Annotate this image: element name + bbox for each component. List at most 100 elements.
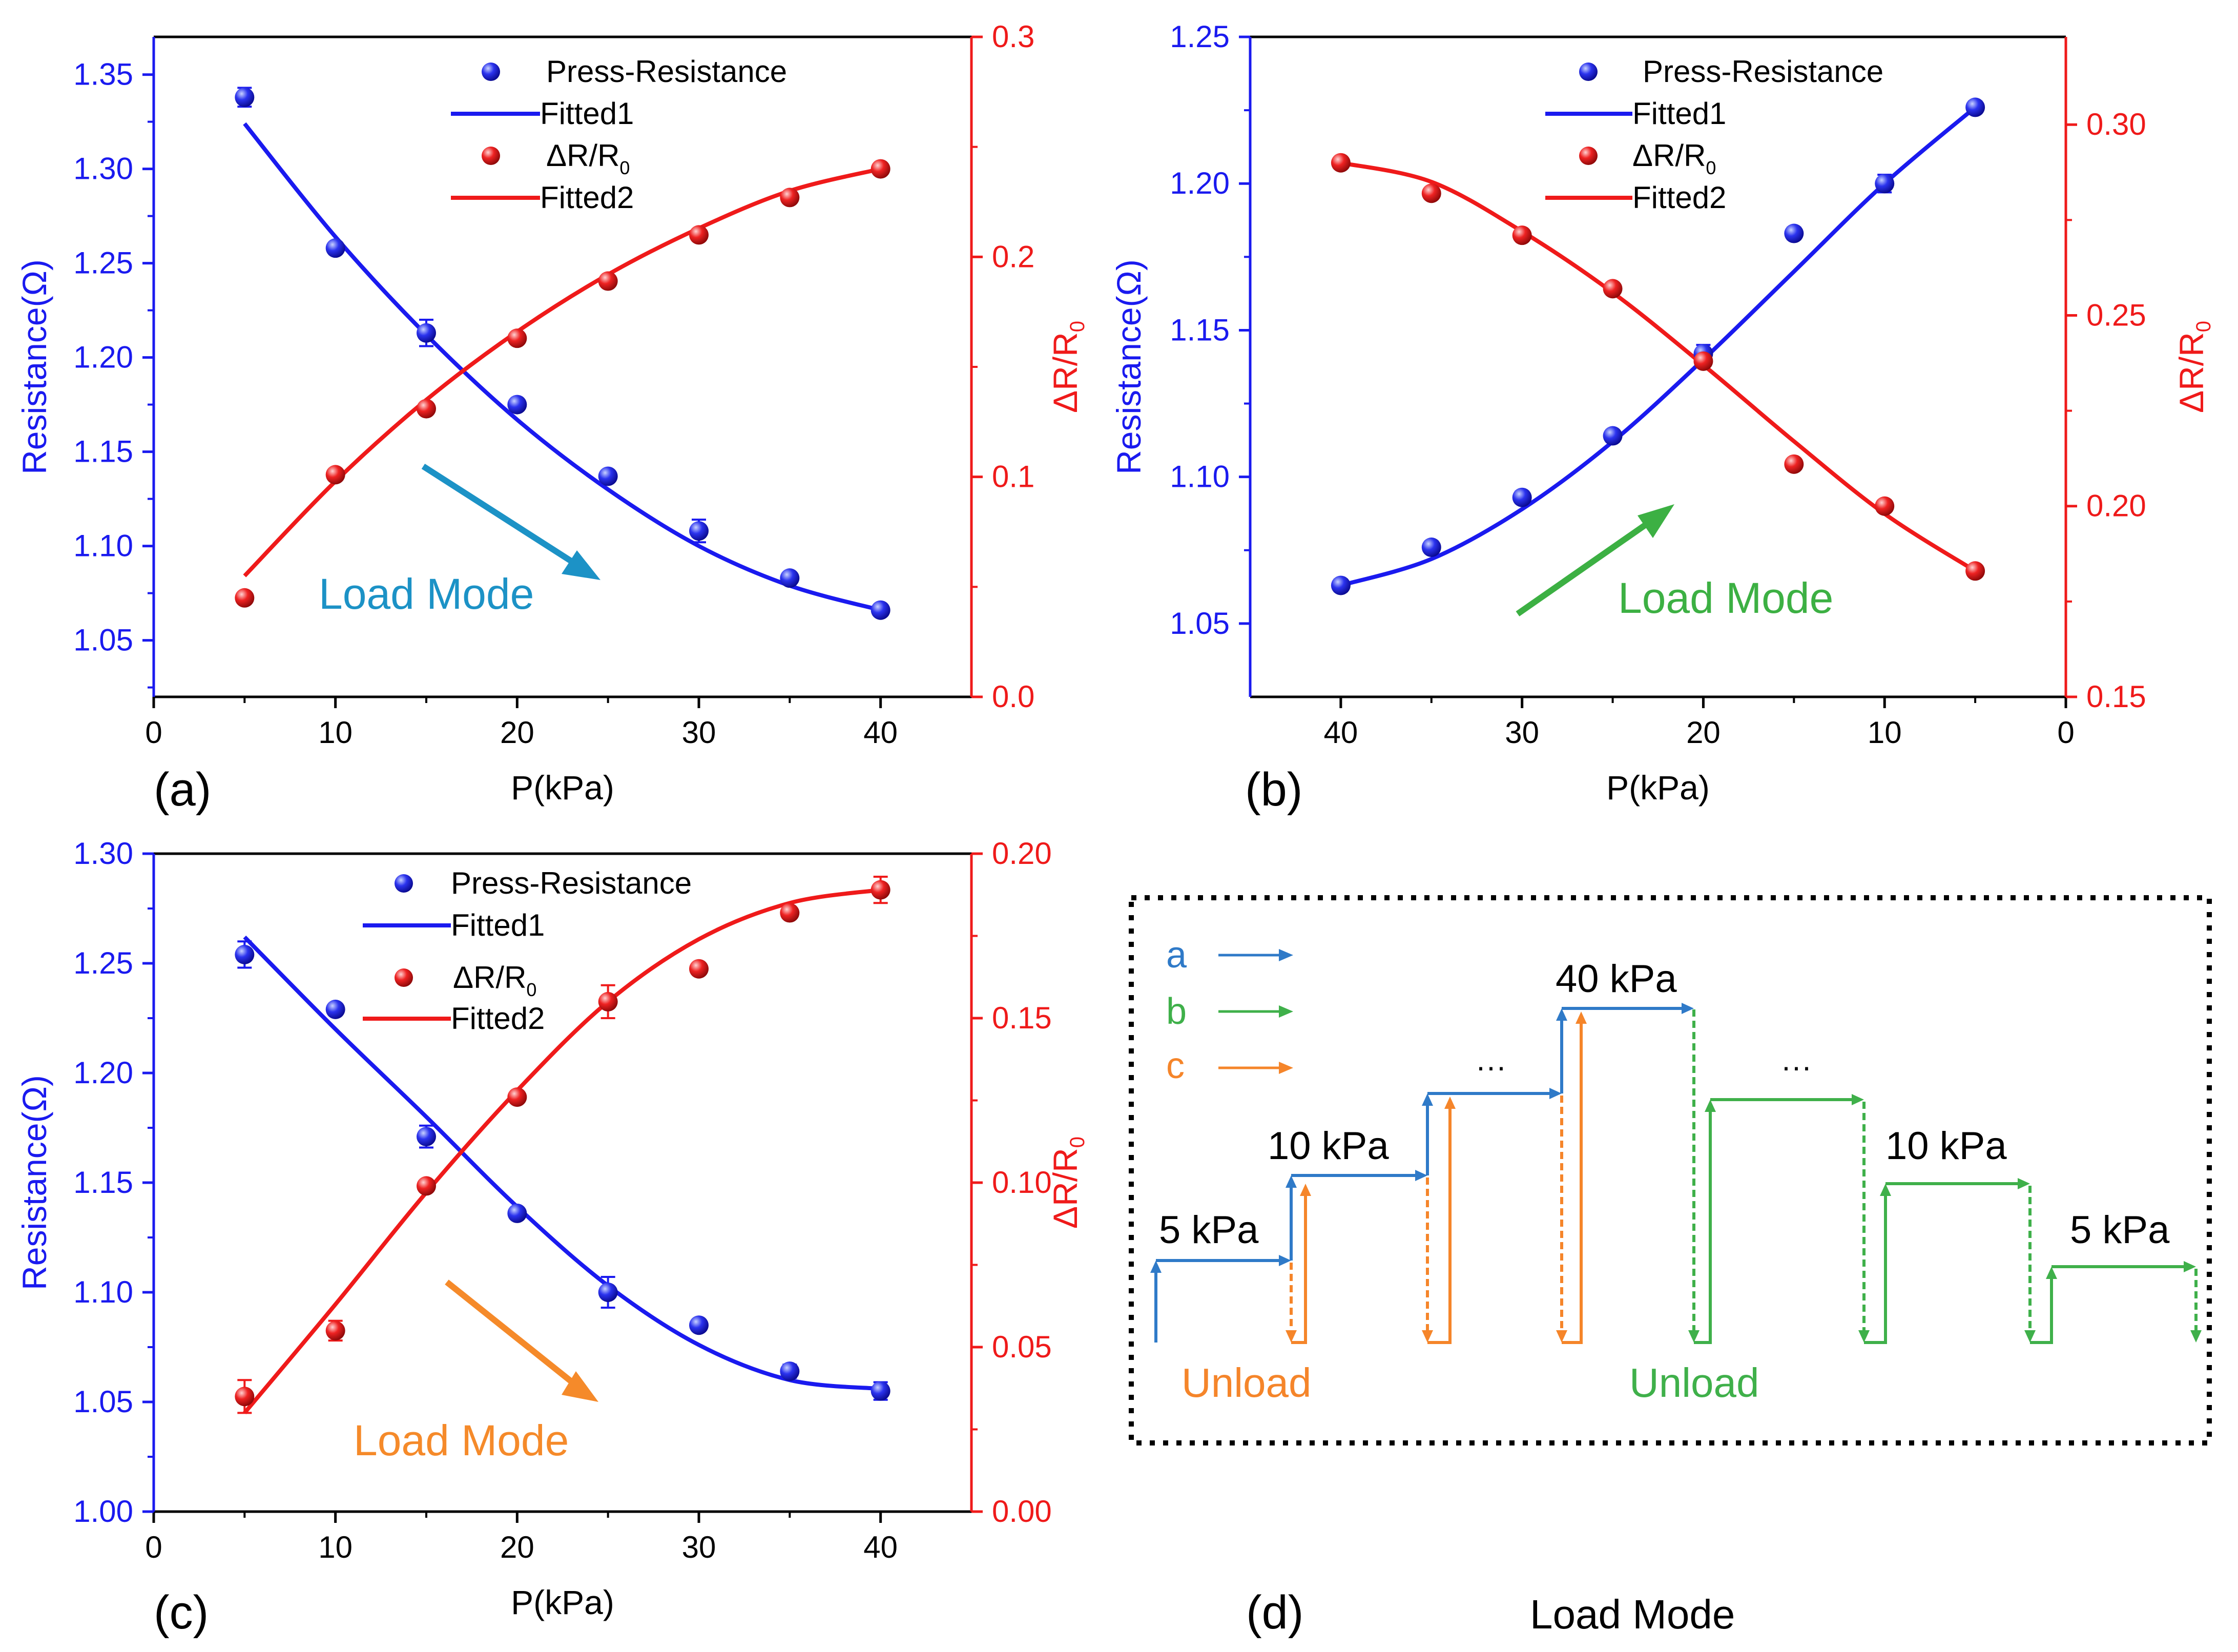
panel-a-label: (a) (154, 763, 211, 816)
x-tick-label: 0 (145, 1530, 162, 1564)
panel-d-frame (1129, 895, 2212, 1446)
right-y-tick-label: 0.1 (992, 460, 1034, 494)
delta-r-point (1603, 279, 1623, 299)
left-y-tick-label: 1.35 (73, 57, 133, 92)
right-y-axis-title-sub: 0 (1066, 1137, 1089, 1148)
label-10kpa-right: 10 kPa (1885, 1124, 2007, 1168)
x-tick-label: 10 (318, 715, 353, 750)
left-y-tick-label: 1.30 (73, 836, 133, 871)
right-y-tick-label: 0.20 (992, 836, 1052, 871)
fitted2-curve (243, 167, 881, 577)
x-tick-label: 10 (318, 1530, 353, 1564)
x-tick-label: 0 (145, 715, 162, 750)
panel-b-annotation: Load Mode (1516, 504, 1833, 622)
panel-d: a b c (1129, 895, 2212, 1639)
right-y-axis-title: ΔR/R0 (2172, 321, 2215, 413)
label-40kpa: 40 kPa (1556, 957, 1677, 1001)
label-5kpa-left: 5 kPa (1159, 1208, 1259, 1252)
press-resistance-point (871, 1381, 890, 1401)
unload-label-orange: Unload (1182, 1360, 1312, 1406)
load-mode-arrowhead (562, 1371, 598, 1402)
press-resistance-point (871, 600, 890, 620)
right-y-axis-title-main: ΔR/R (1046, 1148, 1084, 1229)
legend-dr-main: ΔR/R (453, 960, 526, 995)
delta-r-point (325, 1320, 345, 1340)
press-resistance-point (598, 466, 618, 486)
right-y-tick-label: 0.00 (992, 1494, 1052, 1529)
panel-a-annotation: Load Mode (319, 463, 600, 618)
left-y-tick-label: 1.05 (73, 1385, 133, 1419)
delta-r-point (1784, 454, 1804, 474)
staircase-b (1688, 1009, 2202, 1344)
press-resistance-point (235, 944, 255, 964)
x-tick-label: 40 (863, 715, 898, 750)
delta-r-point (1331, 153, 1351, 173)
panel-b-legend: Press-Resistance Fitted1 ΔR/R0 Fitted2 (1545, 54, 1883, 215)
right-y-axis-title: ΔR/R0 (1046, 1137, 1089, 1229)
delta-r-point (871, 159, 890, 179)
left-y-tick-label: 1.25 (73, 946, 133, 980)
legend-a-label: a (1166, 935, 1187, 976)
delta-r-point (1693, 351, 1713, 371)
delta-r-point (598, 992, 618, 1011)
left-y-tick-label: 1.20 (1170, 166, 1230, 200)
delta-r-point (1421, 183, 1441, 203)
delta-r-point (689, 225, 709, 245)
left-y-tick-label: 1.15 (1170, 313, 1230, 347)
legend-dr-sub: 0 (619, 157, 630, 178)
right-y-tick-label: 0.10 (992, 1165, 1052, 1200)
panel-b-label: (b) (1245, 763, 1302, 816)
left-y-axis-title: Resistance(Ω) (1110, 259, 1148, 474)
left-y-tick-label: 1.05 (73, 623, 133, 657)
press-resistance-point (1965, 97, 1985, 117)
press-resistance-point (235, 87, 255, 107)
right-y-tick-label: 0.25 (2086, 298, 2146, 332)
press-resistance-point (689, 521, 709, 541)
delta-r-point (780, 903, 800, 923)
legend-dr-label: ΔR/R0 (546, 138, 630, 178)
load-mode-arrowhead (562, 550, 600, 580)
x-tick-label: 30 (1505, 715, 1539, 750)
legend-fit1-label: Fitted1 (451, 908, 545, 942)
panel-c-legend: Press-Resistance Fitted1 ΔR/R0 Fitted2 (363, 866, 692, 1036)
fitted1-curve (243, 935, 881, 1391)
press-resistance-point (1512, 487, 1532, 507)
delta-r-point (1875, 496, 1895, 516)
load-mode-label: Load Mode (354, 1416, 569, 1464)
load-mode-arrow (445, 1279, 581, 1390)
staircase-a (1150, 1003, 1694, 1343)
legend-press-marker (482, 63, 500, 81)
fitted2-curve (243, 887, 881, 1414)
panel-a: 0 10 20 30 40 P(kPa) 1.05 1.10 1.15 1.20 1.25 1.30 1… (15, 19, 1089, 816)
panel-b-plot-layer: 40 30 20 10 0 P(kPa) 1.05 1.10 1.15 1.20 1.25 Resis… (1110, 19, 2215, 807)
legend-c-label: c (1166, 1045, 1185, 1086)
legend-press-label: Press-Resistance (451, 866, 692, 900)
delta-r-point (507, 1087, 527, 1107)
x-tick-label: 40 (1324, 715, 1358, 750)
left-y-tick-label: 1.20 (73, 340, 133, 375)
fitted1-curve (1340, 106, 1977, 588)
fitted2-curve (1340, 160, 1977, 573)
right-y-axis-title-sub: 0 (2192, 321, 2215, 332)
left-y-tick-label: 1.10 (73, 529, 133, 563)
delta-r-point (235, 1387, 255, 1407)
legend-b-label: b (1166, 991, 1187, 1032)
delta-r-point (235, 588, 255, 608)
legend-fit2-label: Fitted2 (1632, 180, 1726, 215)
left-y-tick-label: 1.25 (73, 246, 133, 280)
press-resistance-point (1784, 223, 1804, 243)
x-tick-label: 0 (2057, 715, 2074, 750)
press-resistance-point (1875, 174, 1895, 194)
left-y-tick-label: 1.20 (73, 1056, 133, 1090)
label-5kpa-right: 5 kPa (2070, 1208, 2170, 1252)
x-axis-title: P(kPa) (511, 1583, 614, 1621)
panel-c: 0 10 20 30 40 P(kPa) 1.00 1.05 1.10 1.15 1.20 1.25 1… (15, 836, 1089, 1639)
legend-press-marker (1579, 63, 1598, 81)
load-mode-label: Load Mode (1618, 574, 1833, 622)
left-y-axis-title: Resistance(Ω) (15, 1075, 53, 1290)
legend-fit1-label: Fitted1 (1632, 96, 1726, 131)
legend-dr-label: ΔR/R0 (453, 960, 536, 1000)
right-y-tick-label: 0.20 (2086, 489, 2146, 523)
ellipsis-left: ··· (1476, 1049, 1506, 1084)
legend-press-label: Press-Resistance (546, 54, 787, 89)
